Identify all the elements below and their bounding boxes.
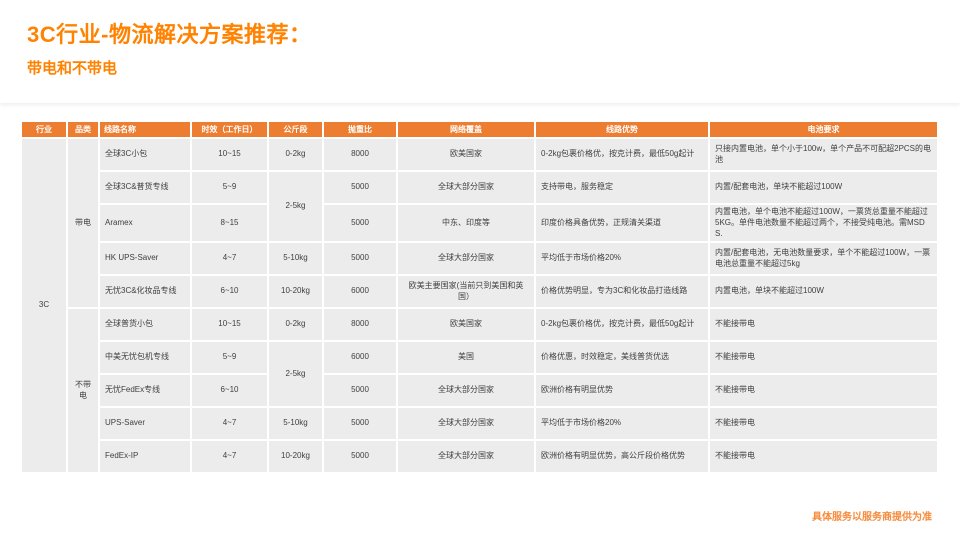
cell-advantage: 价格优惠，时效稳定，美线普货优选 (536, 342, 708, 374)
cell-days: 6~10 (192, 276, 267, 308)
table-row: 全球3C&普货专线 5~9 2-5kg 5000 全球大部分国家 支持带电，服务… (22, 172, 937, 242)
cell-coverage: 欧美主要国家(当前只到美国和英国） (398, 276, 534, 308)
page-title: 3C行业-物流解决方案推荐： (27, 22, 312, 47)
col-header-battery: 电池要求 (710, 122, 937, 137)
cell-kg: 0-2kg (269, 139, 322, 170)
col-header-kg: 公斤段 (269, 122, 322, 137)
table-row: FedEx-IP 4~7 10-20kg 5000 全球大部分国家 欧洲价格有明… (22, 441, 937, 473)
cell-coverage: 中东、印度等 (398, 205, 534, 242)
col-header-advantage: 线路优势 (536, 122, 708, 137)
cell-battery: 不能接带电 (710, 309, 937, 341)
cell-industry: 3C (22, 139, 66, 473)
cell-coverage: 全球大部分国家 (398, 243, 534, 275)
cell-coverage: 美国 (398, 342, 534, 374)
cell-days: 8~15 (192, 205, 267, 242)
cell-kg: 0-2kg (269, 309, 322, 341)
cell-battery: 内置电池，单个电池不能超过100W，一票货总重量不能超过5KG。单件电池数量不能… (710, 205, 937, 242)
cell-coverage: 全球大部分国家 (398, 408, 534, 440)
table-row: 中美无忧包机专线 5~9 2-5kg 6000 美国 价格优惠，时效稳定，美线普… (22, 342, 937, 407)
cell-route: 全球3C小包 (100, 139, 190, 170)
cell-ratio: 6000 (324, 276, 396, 308)
cell-kg: 10-20kg (269, 276, 322, 308)
cell-route: 无忧FedEx专线 (100, 375, 190, 407)
footer-disclaimer: 具体服务以服务商提供为准 (812, 512, 932, 523)
cell-route: 全球普货小包 (100, 309, 190, 341)
table-row: UPS-Saver 4~7 5-10kg 5000 全球大部分国家 平均低于市场… (22, 408, 937, 440)
cell-battery: 不能接带电 (710, 408, 937, 440)
table-row: HK UPS-Saver 4~7 5-10kg 5000 全球大部分国家 平均低… (22, 243, 937, 275)
cell-battery: 只接内置电池，单个小于100w，单个产品不可配超2PCS的电池 (710, 139, 937, 170)
cell-kg-merged: 2-5kg (269, 172, 322, 242)
cell-days: 6~10 (192, 375, 267, 407)
cell-category-unpowered: 不带电 (68, 309, 98, 473)
cell-kg: 5-10kg (269, 243, 322, 275)
cell-days: 5~9 (192, 342, 267, 374)
cell-advantage: 支持带电，服务稳定 (536, 172, 708, 203)
cell-ratio: 5000 (324, 243, 396, 275)
cell-battery: 内置电池，单块不能超过100W (710, 276, 937, 308)
cell-ratio: 5000 (324, 375, 396, 407)
cell-route: UPS-Saver (100, 408, 190, 440)
cell-route: Aramex (100, 205, 190, 242)
cell-battery: 不能接带电 (710, 342, 937, 374)
page-subtitle: 带电和不带电 (27, 60, 118, 77)
cell-advantage: 0-2kg包裹价格优，按克计费，最低50g起计 (536, 309, 708, 341)
cell-ratio: 8000 (324, 309, 396, 341)
col-header-coverage: 网络覆盖 (398, 122, 534, 137)
cell-advantage: 印度价格具备优势，正规清关渠道 (536, 205, 708, 242)
title-band (0, 0, 960, 103)
cell-route: 全球3C&普货专线 (100, 172, 190, 203)
cell-advantage: 价格优势明显，专为3C和化妆品打造线路 (536, 276, 708, 308)
cell-advantage: 平均低于市场价格20% (536, 408, 708, 440)
logistics-table: 行业 品类 线路名称 时效（工作日） 公斤段 抛重比 网络覆盖 线路优势 电池要… (20, 120, 939, 474)
header-row: 行业 品类 线路名称 时效（工作日） 公斤段 抛重比 网络覆盖 线路优势 电池要… (22, 122, 937, 137)
cell-ratio: 8000 (324, 139, 396, 170)
cell-route: 中美无忧包机专线 (100, 342, 190, 374)
cell-advantage: 平均低于市场价格20% (536, 243, 708, 275)
cell-ratio: 5000 (324, 408, 396, 440)
cell-coverage: 全球大部分国家 (398, 375, 534, 407)
col-header-category: 品类 (68, 122, 98, 137)
cell-kg-merged: 2-5kg (269, 342, 322, 407)
cell-kg: 10-20kg (269, 441, 322, 473)
col-header-industry: 行业 (22, 122, 66, 137)
cell-days: 4~7 (192, 441, 267, 473)
cell-days: 4~7 (192, 243, 267, 275)
table-row: 不带电 全球普货小包 10~15 0-2kg 8000 欧美国家 0-2kg包裹… (22, 309, 937, 473)
cell-ratio: 6000 (324, 342, 396, 374)
cell-coverage: 全球大部分国家 (398, 441, 534, 473)
cell-kg: 5-10kg (269, 408, 322, 440)
cell-advantage: 0-2kg包裹价格优，按克计费，最低50g起计 (536, 139, 708, 170)
table-row: Aramex 8~15 5000 中东、印度等 印度价格具备优势，正规清关渠道 … (22, 205, 937, 242)
cell-ratio: 5000 (324, 441, 396, 473)
cell-battery: 内置/配套电池，无电池数量要求，单个不能超过100W，一票电池总重量不能超过5k… (710, 243, 937, 275)
cell-days: 4~7 (192, 408, 267, 440)
col-header-route: 线路名称 (100, 122, 190, 137)
cell-ratio: 5000 (324, 172, 396, 203)
cell-coverage: 欧美国家 (398, 139, 534, 170)
cell-battery: 内置/配套电池，单块不能超过100W (710, 172, 937, 203)
cell-coverage: 全球大部分国家 (398, 172, 534, 203)
cell-advantage: 欧洲价格有明显优势 (536, 375, 708, 407)
cell-route: 无忧3C&化妆品专线 (100, 276, 190, 308)
cell-route: HK UPS-Saver (100, 243, 190, 275)
col-header-days: 时效（工作日） (192, 122, 267, 137)
table-row: 3C 带电 全球3C小包 10~15 0-2kg 8000 欧美国家 0-2kg… (22, 139, 937, 473)
cell-category-powered: 带电 (68, 139, 98, 308)
col-header-ratio: 抛重比 (324, 122, 396, 137)
table-row: 无忧FedEx专线 6~10 5000 全球大部分国家 欧洲价格有明显优势 不能… (22, 375, 937, 407)
cell-battery: 不能接带电 (710, 375, 937, 407)
cell-days: 10~15 (192, 309, 267, 341)
cell-coverage: 欧美国家 (398, 309, 534, 341)
cell-ratio: 5000 (324, 205, 396, 242)
table-row: 无忧3C&化妆品专线 6~10 10-20kg 6000 欧美主要国家(当前只到… (22, 276, 937, 308)
cell-battery: 不能接带电 (710, 441, 937, 473)
cell-days: 5~9 (192, 172, 267, 203)
cell-route: FedEx-IP (100, 441, 190, 473)
cell-advantage: 欧洲价格有明显优势，高公斤段价格优势 (536, 441, 708, 473)
cell-days: 10~15 (192, 139, 267, 170)
